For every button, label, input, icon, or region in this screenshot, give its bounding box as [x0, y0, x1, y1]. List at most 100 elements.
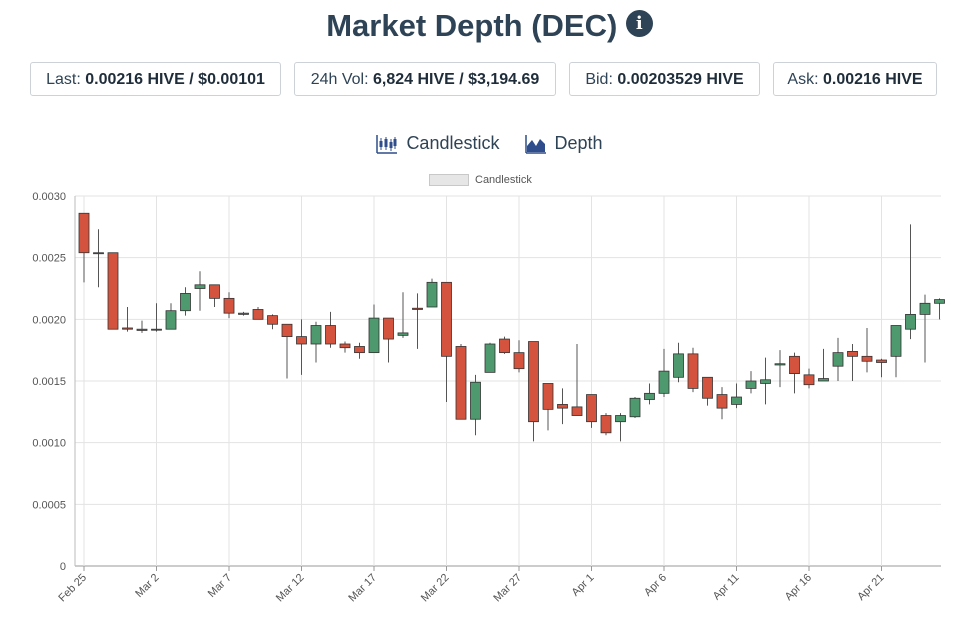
candle-body: [615, 415, 626, 423]
page-header: Market Depth (DEC) i: [0, 8, 979, 44]
candle-body: [441, 281, 452, 357]
candle-body: [774, 363, 786, 366]
y-tick-label: 0.0010: [32, 438, 66, 450]
candle-body: [513, 352, 525, 370]
chart-tabs: Candlestick Depth: [0, 133, 979, 159]
candle-body: [310, 325, 322, 345]
x-tick-label: Mar 2: [133, 572, 161, 600]
candle-body: [122, 327, 133, 330]
x-tick-label: Apr 1: [570, 572, 597, 599]
candle-body: [267, 315, 278, 325]
candle-body: [412, 307, 423, 310]
y-tick-label: 0.0020: [32, 314, 66, 326]
candle-body: [354, 346, 365, 354]
candle-body: [658, 370, 670, 394]
y-tick-label: 0.0005: [32, 499, 66, 511]
candle-body: [339, 343, 351, 349]
stat-bid: Bid: 0.00203529 HIVE: [569, 62, 760, 96]
legend-swatch: [429, 174, 469, 186]
candle-body: [687, 353, 699, 389]
y-tick-label: 0: [60, 561, 66, 573]
candle-body: [745, 380, 757, 389]
candle-body: [919, 302, 931, 315]
stat-last-label: Last:: [46, 71, 86, 88]
y-tick-label: 0.0015: [32, 376, 66, 388]
x-tick-label: Apr 11: [711, 572, 742, 603]
x-tick-label: Apr 16: [783, 572, 814, 603]
candle-body: [586, 394, 597, 423]
x-tick-label: Mar 12: [274, 572, 307, 605]
tab-candlestick-label: Candlestick: [406, 133, 500, 153]
candle-body: [542, 383, 554, 410]
y-tick-label: 0.0025: [32, 253, 66, 265]
candle-body: [194, 284, 206, 289]
info-icon[interactable]: i: [625, 9, 653, 37]
candle-body: [832, 352, 844, 367]
candle-body: [296, 336, 307, 345]
candle-body: [905, 313, 916, 330]
candle-body: [368, 317, 380, 354]
x-tick-label: Apr 6: [642, 572, 669, 599]
candle-body: [673, 353, 684, 378]
tab-depth[interactable]: Depth: [524, 133, 603, 154]
candle-body: [484, 343, 496, 373]
candle-body: [760, 379, 771, 384]
x-tick-label: Mar 22: [419, 572, 452, 605]
stat-24h-volume: 24h Vol: 6,824 HIVE / $3,194.69: [294, 62, 556, 96]
candle-body: [455, 346, 467, 420]
candle-body: [890, 325, 902, 357]
chart-legend[interactable]: Candlestick: [429, 172, 532, 188]
stat-ask-label: Ask:: [787, 71, 823, 88]
tab-depth-label: Depth: [554, 133, 603, 153]
candle-body: [281, 323, 293, 337]
candlestick-icon: [376, 134, 398, 154]
candle-body: [165, 310, 177, 330]
candle-body: [238, 312, 249, 315]
tab-candlestick[interactable]: Candlestick: [376, 133, 499, 154]
depth-icon: [524, 134, 546, 154]
candle-body: [702, 376, 713, 399]
candle-body: [93, 252, 104, 255]
candle-body: [644, 392, 655, 400]
candle-body: [151, 328, 162, 331]
candle-body: [731, 396, 742, 405]
candle-body: [499, 338, 510, 354]
stat-vol-label: 24h Vol:: [310, 71, 373, 88]
candle-body: [600, 415, 612, 434]
legend-label: Candlestick: [475, 174, 532, 186]
candle-body: [209, 284, 220, 299]
candle-body: [571, 406, 583, 416]
y-tick-label: 0.0030: [32, 191, 66, 203]
candle-body: [383, 317, 394, 340]
candle-body: [180, 293, 191, 312]
candle-body: [557, 404, 568, 409]
candle-body: [876, 359, 887, 363]
candle-body: [803, 374, 815, 386]
candle-body: [716, 394, 728, 409]
candle-body: [861, 355, 873, 362]
stat-bid-value: 0.00203529 HIVE: [617, 71, 744, 88]
candle-body: [426, 281, 438, 308]
candle-body: [325, 325, 336, 345]
candle-body: [470, 381, 481, 420]
candle-body: [528, 341, 539, 423]
x-tick-label: Feb 25: [56, 572, 89, 605]
stat-vol-value: 6,824 HIVE / $3,194.69: [372, 71, 540, 88]
stat-last: Last: 0.00216 HIVE / $0.00101: [30, 62, 281, 96]
candle-body: [847, 350, 858, 357]
candle-body: [789, 355, 800, 375]
candle-body: [107, 252, 119, 330]
candle-body: [252, 309, 264, 320]
candle-body: [397, 332, 409, 336]
candle-body: [934, 299, 945, 304]
candle-body: [818, 378, 829, 382]
x-tick-label: Mar 27: [491, 572, 524, 605]
candle-body: [629, 397, 641, 418]
stat-last-value: 0.00216 HIVE / $0.00101: [85, 71, 265, 88]
stat-bid-label: Bid:: [585, 71, 618, 88]
x-tick-label: Mar 17: [346, 572, 379, 605]
candle-body: [223, 297, 235, 314]
x-tick-label: Apr 21: [855, 572, 886, 603]
candle-body: [136, 328, 148, 331]
